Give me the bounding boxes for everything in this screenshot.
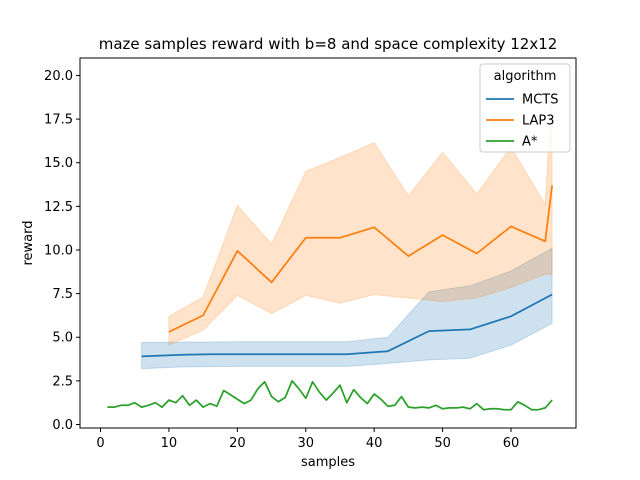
chart-title: maze samples reward with b=8 and space c… bbox=[99, 35, 558, 53]
y-axis-label: reward bbox=[21, 220, 36, 265]
x-axis-label: samples bbox=[301, 455, 355, 470]
series-line-a bbox=[107, 380, 553, 411]
x-tick-label: 30 bbox=[297, 436, 314, 451]
x-tick-label: 50 bbox=[434, 436, 451, 451]
y-axis-ticks: 0.0 2.5 5.0 7.5 10.0 12.5 15.0 17.5 20.0 bbox=[44, 69, 80, 433]
y-tick-label: 5.0 bbox=[52, 331, 73, 346]
x-tick-label: 40 bbox=[366, 436, 383, 451]
series-line-mcts bbox=[141, 293, 553, 358]
legend-label: MCTS bbox=[522, 93, 559, 108]
y-tick-label: 12.5 bbox=[44, 200, 73, 215]
y-tick-label: 15.0 bbox=[44, 156, 73, 171]
y-tick-label: 10.0 bbox=[44, 243, 73, 258]
y-tick-label: 0.0 bbox=[52, 418, 73, 433]
x-tick-label: 10 bbox=[161, 436, 178, 451]
band-mcts-ci bbox=[141, 247, 553, 370]
x-tick-label: 60 bbox=[503, 436, 520, 451]
x-tick-label: 20 bbox=[229, 436, 246, 451]
x-tick-label: 0 bbox=[96, 436, 104, 451]
series-lines bbox=[107, 185, 553, 411]
legend-box bbox=[479, 63, 571, 153]
y-tick-label: 7.5 bbox=[52, 287, 73, 302]
legend: algorithm MCTS LAP3 A* bbox=[479, 63, 571, 153]
plot-frame bbox=[79, 57, 577, 429]
legend-label: A* bbox=[522, 135, 538, 150]
legend-label: LAP3 bbox=[522, 114, 555, 129]
band-lap3-ci bbox=[168, 85, 553, 346]
y-tick-label: 17.5 bbox=[44, 113, 73, 128]
series-line-lap3 bbox=[168, 185, 553, 333]
y-tick-label: 2.5 bbox=[52, 374, 73, 389]
confidence-bands bbox=[141, 85, 553, 370]
y-tick-label: 20.0 bbox=[44, 69, 73, 84]
legend-title: algorithm bbox=[494, 69, 557, 84]
legend-items: MCTS LAP3 A* bbox=[486, 93, 559, 150]
x-axis-ticks: 0 10 20 30 40 50 60 bbox=[96, 428, 519, 451]
